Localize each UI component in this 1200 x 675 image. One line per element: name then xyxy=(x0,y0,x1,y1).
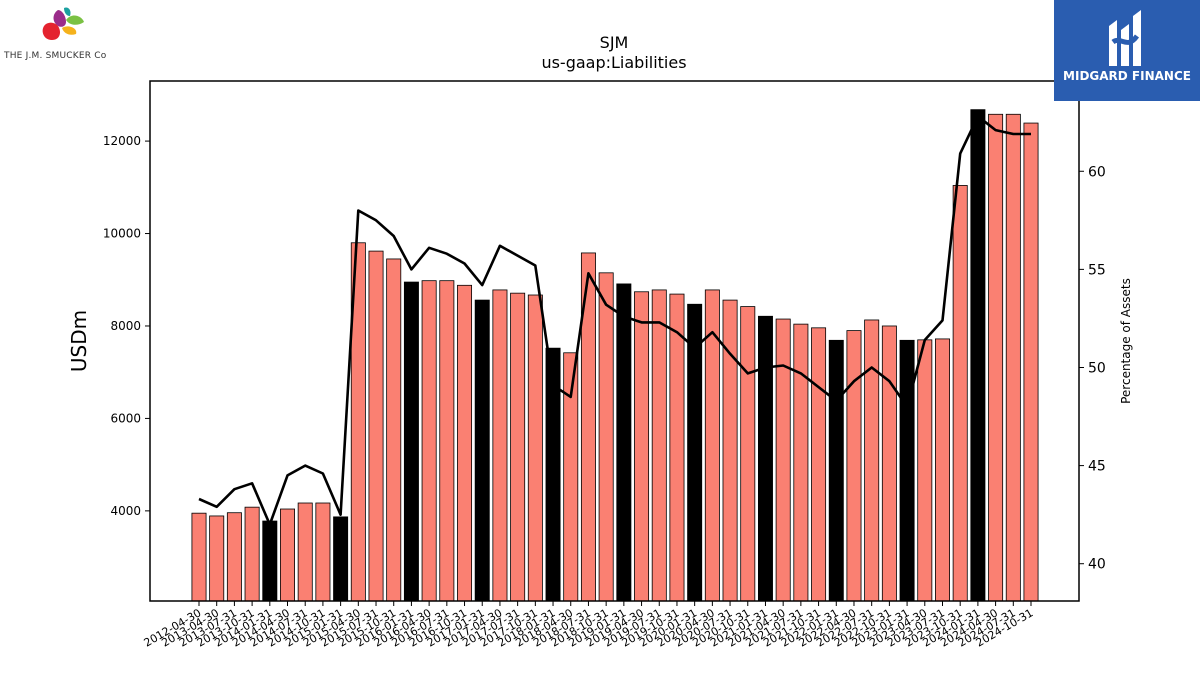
y-axis-right: 40 45 50 55 60 xyxy=(1079,164,1106,573)
bar xyxy=(917,339,933,602)
bar xyxy=(527,294,543,602)
smucker-wordmark: THE J.M. SMUCKER Co xyxy=(4,51,107,61)
bar xyxy=(457,284,473,602)
bar xyxy=(492,289,508,602)
bar xyxy=(297,502,313,602)
bar xyxy=(209,515,225,602)
bar xyxy=(970,109,986,602)
bar xyxy=(386,258,402,602)
bar xyxy=(740,306,756,602)
bar xyxy=(988,113,1004,602)
bar xyxy=(793,323,809,602)
bar xyxy=(1005,113,1021,602)
bar xyxy=(634,291,650,602)
y2-tick-label: 60 xyxy=(1088,164,1106,180)
bar xyxy=(368,250,384,602)
midgard-logo: MIDGARD FINANCE xyxy=(1054,0,1200,101)
y-tick-label: 4000 xyxy=(110,504,141,518)
bar xyxy=(244,506,260,602)
bar xyxy=(262,520,278,602)
midgard-mark-icon xyxy=(1109,10,1141,66)
chart-title: SJM xyxy=(599,33,629,52)
bar xyxy=(669,293,685,602)
y-axis-label: USDm xyxy=(67,310,91,372)
y2-tick-label: 45 xyxy=(1088,459,1106,475)
bar xyxy=(811,327,827,602)
bar xyxy=(616,283,632,602)
bar xyxy=(403,281,419,602)
y2-axis-label: Percentage of Assets xyxy=(1119,278,1133,404)
y-tick-label: 8000 xyxy=(110,319,141,333)
bar xyxy=(439,280,455,602)
bar xyxy=(881,325,897,602)
bar xyxy=(846,330,862,602)
bar xyxy=(1023,122,1039,602)
bar xyxy=(952,185,968,602)
bar xyxy=(421,280,437,602)
y-tick-label: 12000 xyxy=(103,134,141,148)
bar xyxy=(226,512,242,602)
x-axis: 2012-04-302013-04-302013-07-312013-10-31… xyxy=(142,601,1036,650)
bar xyxy=(598,272,614,602)
bar xyxy=(864,319,880,602)
midgard-wordmark: MIDGARD FINANCE xyxy=(1063,69,1191,83)
smucker-logo: THE J.M. SMUCKER Co xyxy=(4,4,124,64)
bar xyxy=(315,502,331,602)
y2-tick-label: 50 xyxy=(1088,360,1106,376)
bar xyxy=(935,338,950,602)
y-tick-label: 6000 xyxy=(110,411,141,425)
bar xyxy=(651,289,667,602)
chart-subtitle: us-gaap:Liabilities xyxy=(541,53,687,72)
percentage-line xyxy=(198,115,1031,526)
y-axis-left: 4000 6000 8000 10000 12000 xyxy=(103,134,150,518)
line-layer xyxy=(198,115,1031,526)
bar xyxy=(828,339,844,602)
bar xyxy=(333,516,349,602)
fruit-mark-icon xyxy=(42,7,84,40)
bar xyxy=(191,512,207,602)
bar xyxy=(757,315,773,602)
bar xyxy=(775,318,791,602)
bar xyxy=(280,508,295,602)
bar xyxy=(722,299,738,602)
plot-frame xyxy=(149,80,1080,602)
bar xyxy=(474,299,490,602)
y2-tick-label: 40 xyxy=(1088,557,1106,573)
bars-layer xyxy=(191,109,1039,602)
bar xyxy=(510,292,526,602)
y-tick-label: 10000 xyxy=(103,227,141,241)
y2-tick-label: 55 xyxy=(1088,262,1106,278)
bar xyxy=(899,339,915,602)
